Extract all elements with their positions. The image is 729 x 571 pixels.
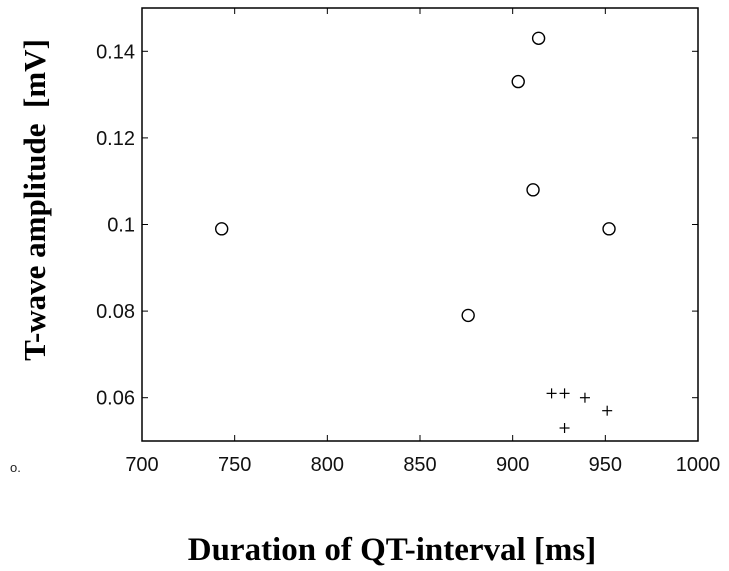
data-marks [214, 31, 616, 434]
x-tick-label: 900 [496, 454, 529, 476]
data-point-plus [602, 405, 613, 416]
x-tick-label: 1000 [676, 454, 721, 476]
x-tick-label: 800 [311, 454, 344, 476]
data-point-plus [546, 388, 557, 399]
y-tick-label: 0.06 [96, 388, 135, 410]
y-axis-ticks: 0.06 0.08 0.1 0.12 0.14 [96, 41, 698, 410]
y-tick-label: 0.14 [96, 41, 135, 63]
y-tick-label: 0.1 [107, 215, 135, 237]
data-point-circle [511, 74, 525, 89]
data-point-plus [559, 388, 570, 399]
x-tick-label: 850 [403, 454, 436, 476]
stray-mark: o. [10, 460, 21, 475]
data-point-circle [526, 183, 540, 197]
data-point-circle [602, 222, 616, 236]
y-tick-label: 0.12 [96, 128, 135, 150]
x-tick-label: 700 [125, 454, 158, 476]
y-axis-title: T-wave amplitude [mV] [17, 39, 52, 361]
data-point-circle [214, 222, 229, 236]
data-point-circle [461, 308, 475, 323]
x-axis-ticks: 700 750 800 850 900 950 1000 [125, 8, 720, 476]
x-axis-title: Duration of QT-interval [ms] [188, 532, 597, 568]
data-point-plus [559, 423, 570, 434]
data-point-circle [531, 31, 546, 46]
x-tick-label: 950 [589, 454, 622, 476]
y-tick-label: 0.08 [96, 301, 135, 323]
x-tick-label: 750 [218, 454, 251, 476]
data-point-plus [579, 392, 590, 403]
